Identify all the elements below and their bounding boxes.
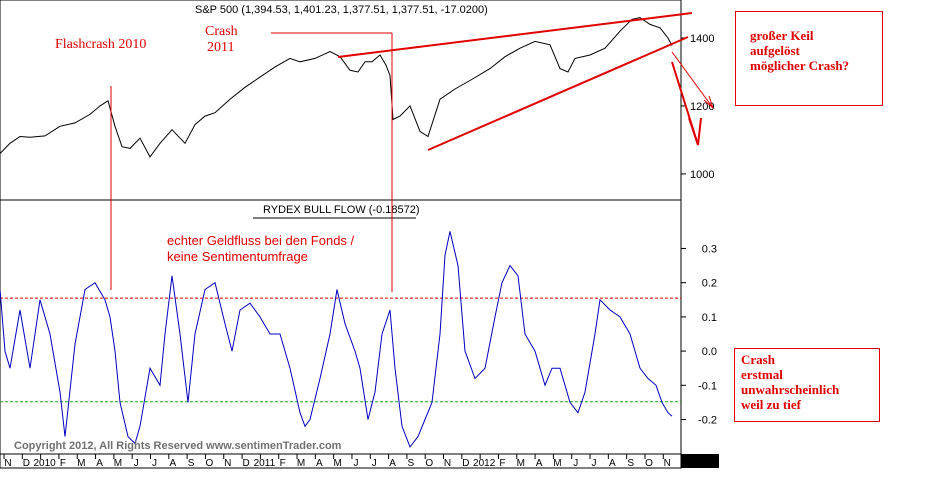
flow-series-line xyxy=(0,231,673,448)
crash-arrow-thin-head-b xyxy=(708,95,714,109)
flow-y-tick-label: 0.1 xyxy=(702,312,717,324)
crash-arrow-thin xyxy=(671,51,714,109)
note-crash-line1: Crash xyxy=(741,352,775,367)
flow-y-tick-label: 0.3 xyxy=(702,243,717,255)
note-box-wedge: großer Keil aufgelöst möglicher Crash? xyxy=(735,11,883,106)
annotation-geldfluss-line2: keine Sentimentumfrage xyxy=(167,249,308,264)
flow-y-tick-label: 0.0 xyxy=(702,346,717,358)
x-tick-label: S xyxy=(627,458,634,469)
price-panel-frame xyxy=(0,0,682,201)
x-tick-label: D xyxy=(23,458,30,469)
x-tick-label: S xyxy=(188,458,195,469)
x-tick-label: M xyxy=(553,458,561,469)
price-y-tick-label: 1400 xyxy=(690,33,714,45)
note-crash-line4: weil zu tief xyxy=(741,397,801,412)
x-tick-label: J xyxy=(152,458,157,469)
x-tick-label: A xyxy=(389,458,396,469)
flow-reference-lines xyxy=(0,297,681,403)
flow-y-tick-label: -0.2 xyxy=(698,415,717,427)
x-tick-label: 2010 xyxy=(34,458,57,469)
x-axis-corner xyxy=(681,454,719,468)
x-tick-label: O xyxy=(645,458,653,469)
price-chart-title: S&P 500 (1,394.53, 1,401.23, 1,377.51, 1… xyxy=(195,4,488,16)
x-tick-label: 2011 xyxy=(254,458,276,469)
flow-chart-title: RYDEX BULL FLOW (-0.18572) xyxy=(263,204,420,216)
x-tick-label: A xyxy=(96,458,103,469)
annotation-crash2011-line1: Crash xyxy=(205,24,238,39)
note-wedge-line1: großer Keil xyxy=(750,28,814,43)
x-tick-label: J xyxy=(353,458,358,469)
annotation-geldfluss-line1: echter Geldfluss bei den Fonds / xyxy=(167,233,355,248)
crash-arrow-thin-head-a xyxy=(703,99,714,109)
flow-y-tick-label: 0.2 xyxy=(702,278,717,290)
note-crash-line3: unwahrscheinlich xyxy=(741,382,840,397)
crash-arrow-thick-head-b xyxy=(697,117,702,146)
x-tick-label: J xyxy=(573,458,578,469)
x-tick-label: F xyxy=(499,458,505,469)
flow-y-axis: -0.2 -0.1 0.0 0.1 0.2 0.3 xyxy=(681,243,717,427)
x-tick-label: F xyxy=(60,458,66,469)
x-tick-label: D xyxy=(242,458,249,469)
x-tick-label: O xyxy=(206,458,214,469)
x-tick-label: O xyxy=(425,458,433,469)
annotation-flashcrash: Flashcrash 2010 xyxy=(55,37,147,52)
price-series-line xyxy=(0,17,673,158)
note-crash-line2: erstmal xyxy=(741,367,783,382)
annotation-lines xyxy=(110,12,714,292)
x-tick-label: 2012 xyxy=(473,458,496,469)
note-wedge-line2: aufgelöst xyxy=(750,43,800,58)
x-axis-months: N D 2010 F M A M J J A S O N D 2011 F M A M J J A S O N D 2012 F M A M… xyxy=(3,454,671,469)
wedge-lower-line xyxy=(427,36,689,151)
x-tick-label: A xyxy=(536,458,543,469)
crash-arrow-thick-head-a xyxy=(688,117,699,146)
price-y-tick-label: 1000 xyxy=(690,169,714,181)
x-tick-label: M xyxy=(77,458,85,469)
copyright-text: Copyright 2012, All Rights Reserved www.… xyxy=(14,440,342,452)
x-tick-label: J xyxy=(592,458,597,469)
annotation-crash2011-line2: 2011 xyxy=(207,40,235,55)
note-box-crash: Crash erstmal unwahrscheinlich weil zu t… xyxy=(734,348,880,422)
x-tick-label: A xyxy=(169,458,176,469)
x-tick-label: A xyxy=(609,458,616,469)
x-tick-label: J xyxy=(134,458,139,469)
x-tick-label: M xyxy=(333,458,341,469)
x-tick-label: A xyxy=(316,458,323,469)
x-tick-label: N xyxy=(4,458,11,469)
flow-panel-frame xyxy=(0,199,682,455)
x-tick-label: D xyxy=(462,458,469,469)
x-tick-label: J xyxy=(372,458,377,469)
x-tick-label: M xyxy=(517,458,525,469)
x-tick-label: N xyxy=(664,458,671,469)
note-wedge-line3: möglicher Crash? xyxy=(750,58,850,73)
flow-y-tick-label: -0.1 xyxy=(698,380,717,392)
x-tick-label: M xyxy=(297,458,305,469)
x-tick-label: F xyxy=(280,458,286,469)
x-tick-label: N xyxy=(444,458,451,469)
x-tick-label: N xyxy=(224,458,231,469)
x-tick-label: S xyxy=(408,458,415,469)
x-tick-label: M xyxy=(114,458,122,469)
wedge-upper-line xyxy=(337,12,693,58)
